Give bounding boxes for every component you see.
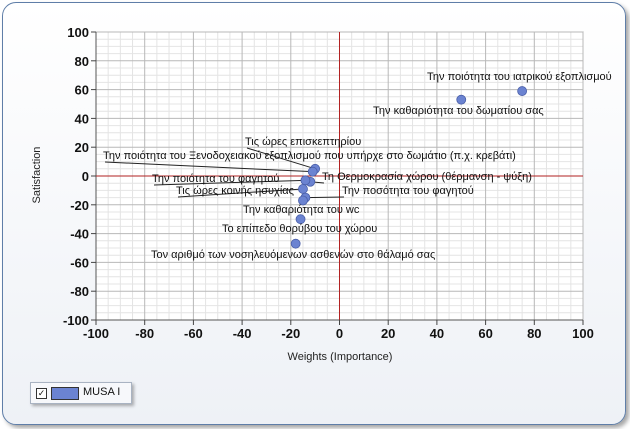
y-tick-label: 100: [67, 25, 89, 40]
y-tick-label: -40: [70, 227, 89, 242]
legend: ✓ MUSA I: [30, 382, 132, 404]
y-tick-label: 0: [82, 169, 89, 184]
data-point: [298, 184, 308, 194]
y-tick-label: 20: [75, 140, 89, 155]
data-point: [456, 94, 467, 105]
y-tick-label: -100: [63, 313, 89, 328]
leader-line: [177, 188, 304, 198]
point-label: Τη Θερμοκρασία χώρου (θέρμανση - ψύξη): [322, 171, 532, 183]
point-label: Την καθαριότητα του δωματίου σας: [373, 105, 544, 117]
point-labels: Την ποιότητα του ιατρικού εξοπλισμού Την …: [103, 71, 612, 261]
y-tick-label: -20: [70, 198, 89, 213]
x-tick-label: -100: [83, 326, 109, 341]
point-label: Την καθαριότητα του wc: [243, 204, 360, 216]
data-point: [300, 175, 311, 186]
point-label: Τον αριθμό των νοσηλευόμενων ασθενών στο…: [151, 249, 435, 261]
label-leader-lines: [104, 147, 345, 199]
x-tick-label: 100: [572, 326, 594, 341]
x-tick-label: -80: [135, 326, 154, 341]
x-tick-label: 40: [430, 326, 444, 341]
point-label: Την ποιότητα του Ξενοδοχειακού εξοπλισμο…: [103, 150, 516, 162]
legend-label: MUSA I: [83, 386, 121, 398]
leader-line: [104, 161, 313, 173]
x-tick-label: 20: [381, 326, 395, 341]
data-point: [307, 166, 318, 177]
data-point: [295, 214, 306, 225]
y-tick-label: 40: [75, 111, 89, 126]
tick-labels: -100 -80 -60 -40 -20 0 20 40 60 80 100 -100 -80 -60 -4…: [63, 25, 594, 341]
x-tick-label: -20: [281, 326, 300, 341]
y-tick-label: 60: [75, 83, 89, 98]
y-tick-label: -60: [70, 255, 89, 270]
y-axis-title: Satisfaction: [31, 147, 43, 204]
x-axis-title: Weights (Importance): [288, 351, 393, 363]
data-point: [298, 195, 308, 206]
x-tick-label: -40: [233, 326, 252, 341]
y-tick-label: -80: [70, 284, 89, 299]
data-points: [290, 86, 528, 249]
point-label: Την ποιότητα του φαγητού: [152, 173, 279, 185]
point-label: Την ποιότητα του ιατρικού εξοπλισμού: [427, 71, 612, 83]
data-point: [290, 238, 301, 249]
point-label: Το επίπεδο θορύβου του χώρου: [222, 223, 377, 235]
x-tick-label: 60: [478, 326, 492, 341]
point-label: Τις ώρες επισκεπτηρίου: [245, 136, 361, 148]
x-tick-label: -60: [184, 326, 203, 341]
x-tick-label: 0: [336, 326, 343, 341]
leader-line: [246, 147, 316, 170]
data-point: [517, 86, 528, 96]
legend-swatch: [51, 387, 79, 400]
legend-checkbox[interactable]: ✓: [36, 388, 47, 399]
x-tick-label: 80: [527, 326, 541, 341]
leader-line: [153, 179, 306, 186]
point-label: Τις ώρες κοινής ησυχίας: [176, 185, 294, 197]
point-label: Την ποσότητα του φαγητού: [342, 185, 474, 197]
y-tick-label: 80: [75, 54, 89, 69]
leader-line: [305, 196, 345, 199]
